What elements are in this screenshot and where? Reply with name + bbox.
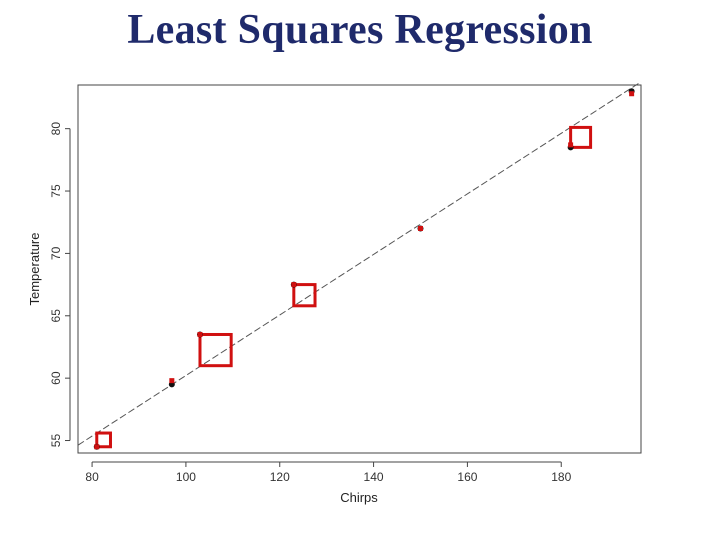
residual-square: [292, 283, 317, 308]
residual-square: [95, 431, 112, 449]
plot-box: [77, 84, 642, 454]
y-tick-label: 75: [49, 184, 63, 198]
residual-squares: [95, 125, 593, 449]
highlight-point: [291, 282, 297, 288]
y-axis: 55 60 65 70 75 80: [49, 122, 71, 448]
regression-line-group: [77, 81, 642, 446]
x-tick-label: 120: [270, 470, 290, 484]
y-tick-label: 80: [49, 122, 63, 136]
x-tick-label: 160: [457, 470, 477, 484]
x-tick-label: 100: [176, 470, 196, 484]
residual-square: [198, 332, 233, 368]
highlight-point: [197, 331, 203, 337]
highlight-point: [417, 225, 423, 231]
x-axis: 80 100 120 140 160 180: [85, 461, 572, 484]
regression-line: [77, 81, 642, 446]
highlight-point: [94, 444, 100, 450]
x-axis-label: Chirps: [340, 490, 378, 505]
residual-square: [569, 125, 593, 149]
highlight-point: [169, 378, 175, 384]
plot-frame: [77, 84, 642, 454]
highlight-point: [568, 142, 574, 148]
highlight-point: [629, 91, 635, 97]
y-axis-label: Temperature: [27, 233, 42, 306]
x-tick-label: 180: [551, 470, 571, 484]
x-tick-label: 140: [364, 470, 384, 484]
slide-title: Least Squares Regression: [127, 7, 593, 53]
y-tick-label: 65: [49, 309, 63, 323]
y-tick-label: 55: [49, 434, 63, 448]
y-tick-label: 70: [49, 246, 63, 260]
data-points: [93, 88, 635, 450]
y-tick-label: 60: [49, 371, 63, 385]
x-tick-label: 80: [85, 470, 99, 484]
